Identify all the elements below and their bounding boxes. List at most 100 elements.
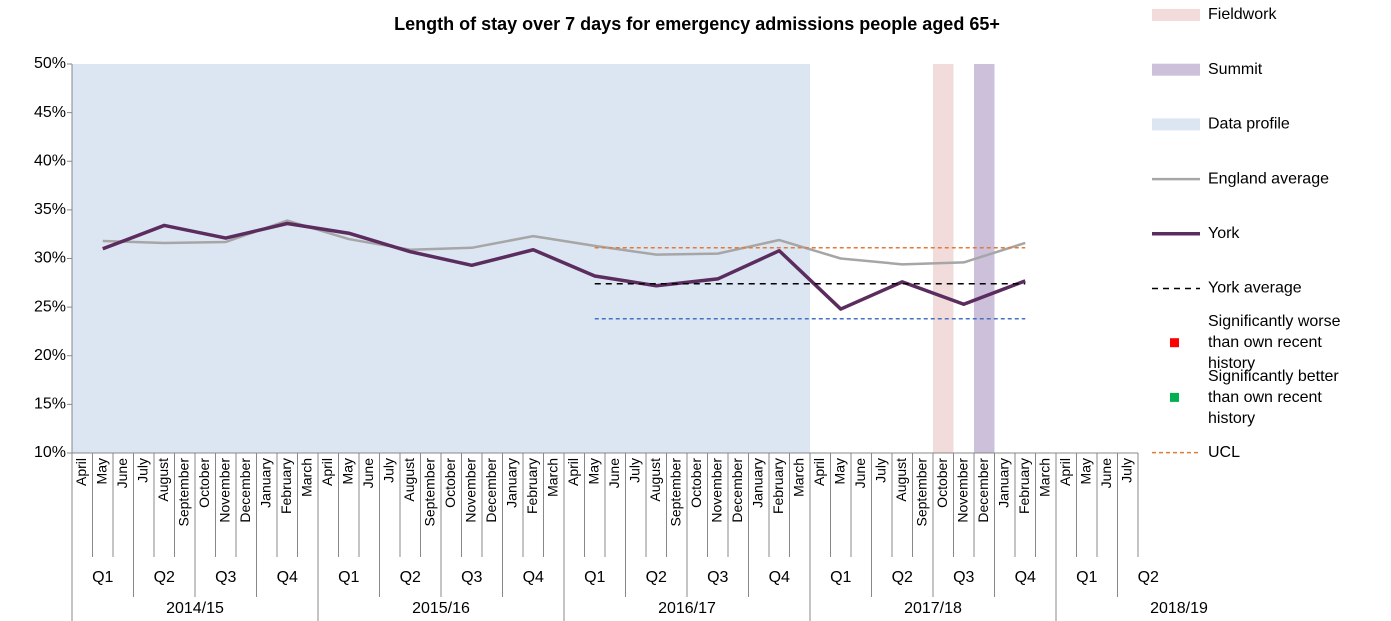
y-tick-label: 25% — [34, 298, 66, 315]
legend-label: Summit — [1208, 61, 1263, 78]
month-label: April — [811, 458, 827, 486]
month-label: April — [565, 458, 581, 486]
y-tick-label: 45% — [34, 104, 66, 121]
month-label: March — [298, 458, 314, 497]
legend-label: Data profile — [1208, 116, 1290, 133]
y-tick-label: 15% — [34, 396, 66, 413]
legend-label: Fieldwork — [1208, 6, 1277, 23]
y-tick-label: 10% — [34, 444, 66, 461]
month-label: January — [749, 458, 765, 508]
quarter-label: Q4 — [277, 569, 298, 586]
month-label: October — [934, 458, 950, 508]
month-label: June — [114, 458, 130, 489]
month-label: August — [155, 458, 171, 502]
quarter-label: Q1 — [338, 569, 359, 586]
month-label: May — [93, 458, 109, 484]
month-label: November — [216, 458, 232, 523]
legend-label: York — [1208, 225, 1240, 242]
quarter-label: Q2 — [154, 569, 175, 586]
legend-label: England average — [1208, 170, 1329, 187]
month-label: July — [134, 458, 150, 483]
month-label: May — [585, 458, 601, 484]
quarter-label: Q1 — [1076, 569, 1097, 586]
month-label: June — [1098, 458, 1114, 489]
quarter-label: Q3 — [707, 569, 728, 586]
legend-marker — [1170, 392, 1179, 402]
month-label: April — [1057, 458, 1073, 486]
month-label: November — [462, 458, 478, 523]
month-label: July — [380, 458, 396, 483]
month-label: September — [913, 458, 929, 527]
quarter-label: Q1 — [584, 569, 605, 586]
y-tick-label: 20% — [34, 347, 66, 364]
year-label: 2014/15 — [166, 600, 224, 617]
year-label: 2018/19 — [1150, 600, 1208, 617]
legend-label: Significantly worse than own recent histor… — [1208, 313, 1341, 372]
legend-label: York average — [1208, 280, 1302, 297]
month-label: May — [339, 458, 355, 484]
chart-title: Length of stay over 7 days for emergency… — [394, 14, 1000, 34]
month-label: August — [893, 458, 909, 502]
month-label: May — [831, 458, 847, 484]
legend-swatch — [1152, 118, 1200, 131]
month-label: December — [975, 458, 991, 523]
month-label: December — [237, 458, 253, 523]
month-label: February — [1016, 458, 1032, 514]
month-label: March — [790, 458, 806, 497]
y-tick-label: 40% — [34, 152, 66, 169]
month-label: August — [401, 458, 417, 502]
month-label: September — [421, 458, 437, 527]
quarter-label: Q4 — [1015, 569, 1036, 586]
month-label: October — [196, 458, 212, 508]
legend-label: Significantly better than own recent histo… — [1208, 368, 1339, 427]
legend-label: UCL — [1208, 444, 1240, 461]
quarter-label: Q4 — [769, 569, 790, 586]
month-label: January — [503, 458, 519, 508]
month-label: February — [524, 458, 540, 514]
month-label: January — [257, 458, 273, 508]
month-label: January — [995, 458, 1011, 508]
quarter-label: Q1 — [830, 569, 851, 586]
month-label: September — [667, 458, 683, 527]
legend-swatch — [1152, 9, 1200, 21]
month-label: October — [688, 458, 704, 508]
year-label: 2016/17 — [658, 600, 716, 617]
quarter-label: Q3 — [215, 569, 236, 586]
month-label: February — [770, 458, 786, 514]
month-label: April — [319, 458, 335, 486]
month-label: April — [73, 458, 89, 486]
year-label: 2015/16 — [412, 600, 470, 617]
y-tick-label: 35% — [34, 201, 66, 218]
quarter-label: Q2 — [646, 569, 667, 586]
band — [974, 64, 995, 453]
month-label: November — [708, 458, 724, 523]
month-label: June — [360, 458, 376, 489]
quarter-label: Q4 — [523, 569, 544, 586]
month-label: July — [626, 458, 642, 483]
quarter-label: Q3 — [461, 569, 482, 586]
month-label: December — [483, 458, 499, 523]
month-label: May — [1077, 458, 1093, 484]
month-label: June — [852, 458, 868, 489]
month-label: August — [647, 458, 663, 502]
month-label: July — [872, 458, 888, 483]
month-label: November — [954, 458, 970, 523]
y-tick-label: 30% — [34, 250, 66, 267]
quarter-label: Q3 — [953, 569, 974, 586]
month-label: September — [175, 458, 191, 527]
series-line — [102, 221, 1026, 311]
quarter-label: Q1 — [92, 569, 113, 586]
quarter-label: Q2 — [1138, 569, 1159, 586]
month-label: July — [1118, 458, 1134, 483]
month-label: June — [606, 458, 622, 489]
month-label: March — [1036, 458, 1052, 497]
month-label: March — [544, 458, 560, 497]
legend-marker — [1170, 338, 1179, 348]
y-tick-label: 50% — [34, 55, 66, 72]
month-label: February — [278, 458, 294, 514]
month-label: December — [729, 458, 745, 523]
quarter-label: Q2 — [400, 569, 421, 586]
year-label: 2017/18 — [904, 600, 962, 617]
band — [933, 64, 954, 453]
